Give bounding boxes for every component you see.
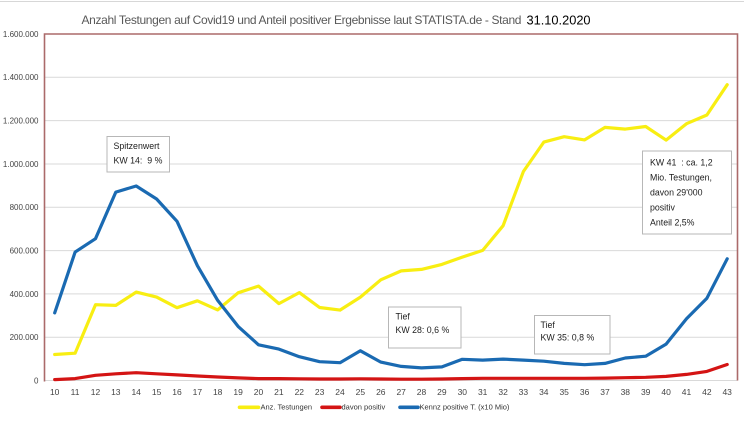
- svg-text:1.200.000: 1.200.000: [3, 117, 39, 126]
- svg-text:davon 29'000: davon 29'000: [650, 188, 703, 198]
- svg-text:27: 27: [396, 387, 406, 397]
- svg-text:40: 40: [661, 387, 671, 397]
- svg-text:200.000: 200.000: [10, 333, 39, 342]
- svg-text:13: 13: [111, 387, 121, 397]
- svg-text:17: 17: [193, 387, 203, 397]
- svg-text:KW 28: 0,6 %: KW 28: 0,6 %: [396, 325, 450, 335]
- svg-text:Anteil 2,5%: Anteil 2,5%: [650, 218, 695, 228]
- svg-text:29: 29: [437, 387, 447, 397]
- svg-text:KW 14: 9 %: KW 14: 9 %: [114, 156, 163, 166]
- svg-text:12: 12: [91, 387, 101, 397]
- svg-text:800.000: 800.000: [10, 203, 39, 212]
- svg-text:Anzahl Testungen auf Covid19 u: Anzahl Testungen auf Covid19 und Anteil …: [82, 13, 522, 27]
- svg-text:Tief: Tief: [541, 320, 556, 330]
- svg-text:positiv: positiv: [650, 203, 676, 213]
- svg-text:37: 37: [600, 387, 610, 397]
- svg-text:KW 35: 0,8 %: KW 35: 0,8 %: [541, 333, 595, 343]
- svg-text:1.000.000: 1.000.000: [3, 160, 39, 169]
- svg-text:KW 41 : ca. 1,2: KW 41 : ca. 1,2: [650, 158, 713, 168]
- svg-text:38: 38: [621, 387, 631, 397]
- svg-text:26: 26: [376, 387, 386, 397]
- svg-text:15: 15: [152, 387, 162, 397]
- svg-text:43: 43: [722, 387, 732, 397]
- svg-text:28: 28: [417, 387, 427, 397]
- svg-text:Tief: Tief: [396, 311, 411, 321]
- svg-text:1.400.000: 1.400.000: [3, 73, 39, 82]
- svg-text:Spitzenwert: Spitzenwert: [114, 141, 161, 151]
- svg-text:22: 22: [295, 387, 305, 397]
- svg-text:31.10.2020: 31.10.2020: [527, 13, 591, 28]
- svg-text:23: 23: [315, 387, 325, 397]
- svg-text:1.600.000: 1.600.000: [3, 30, 39, 39]
- svg-text:16: 16: [172, 387, 182, 397]
- svg-text:Anz. Testungen: Anz. Testungen: [261, 403, 313, 412]
- svg-text:19: 19: [233, 387, 243, 397]
- svg-text:36: 36: [580, 387, 590, 397]
- svg-text:41: 41: [682, 387, 692, 397]
- svg-text:0: 0: [34, 376, 39, 385]
- svg-text:davon positiv: davon positiv: [342, 403, 386, 412]
- svg-text:11: 11: [71, 387, 80, 397]
- svg-text:30: 30: [458, 387, 468, 397]
- svg-text:400.000: 400.000: [10, 290, 39, 299]
- svg-text:Kennz positive T. (x10 Mio): Kennz positive T. (x10 Mio): [420, 403, 510, 412]
- svg-text:21: 21: [274, 387, 284, 397]
- svg-text:25: 25: [356, 387, 366, 397]
- svg-text:24: 24: [335, 387, 345, 397]
- svg-text:20: 20: [254, 387, 264, 397]
- svg-text:18: 18: [213, 387, 223, 397]
- svg-text:32: 32: [498, 387, 508, 397]
- svg-text:14: 14: [131, 387, 141, 397]
- svg-text:34: 34: [539, 387, 549, 397]
- svg-text:35: 35: [559, 387, 569, 397]
- svg-text:42: 42: [702, 387, 712, 397]
- svg-text:31: 31: [478, 387, 488, 397]
- svg-text:39: 39: [641, 387, 651, 397]
- svg-text:33: 33: [519, 387, 529, 397]
- svg-text:10: 10: [50, 387, 60, 397]
- svg-text:Mio. Testungen,: Mio. Testungen,: [650, 173, 712, 183]
- svg-text:600.000: 600.000: [10, 247, 39, 256]
